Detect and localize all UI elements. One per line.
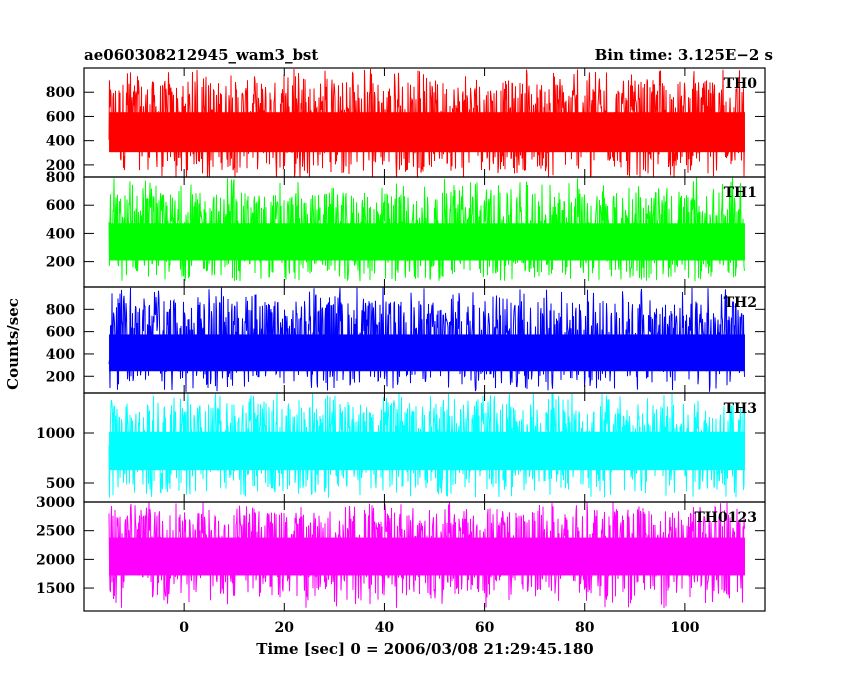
panel-th3: 500 1000 TH3 [36,392,766,503]
x-tick-label: 20 [275,620,295,636]
y-tick-label: 1500 [36,581,75,597]
y-tick-label: 200 [46,158,75,174]
series-core-th0123 [109,537,745,576]
y-tick-label: 600 [46,198,75,214]
x-axis-title: Time [sec] 0 = 2006/03/08 21:29:45.180 [256,640,593,658]
panel-label-th2: TH2 [724,295,757,311]
panel-label-th0123: TH0123 [694,510,757,526]
y-tick-label: 3000 [36,495,75,511]
y-tick-label: 200 [46,369,75,385]
series-core-th0 [109,112,745,153]
bin-time-label: Bin time: 3.125E−2 s [595,46,773,64]
x-tick-label: 40 [375,620,395,636]
y-tick-label: 400 [46,226,75,242]
panel-label-th1: TH1 [724,185,757,201]
y-axis-title: Counts/sec [4,298,22,390]
y-tick-label: 800 [46,302,75,318]
y-tick-label: 800 [46,85,75,101]
series-core-th2 [109,334,745,372]
y-tick-label: 200 [46,255,75,271]
panel-th1: 200 400 600 800 TH1 [46,170,766,288]
panels-group: 200400600800TH0200400600800TH12004006008… [36,67,766,636]
chart-title: ae060308212945_wam3_bst [84,46,318,64]
x-tick-label: 0 [179,620,189,636]
panel-label-th3: TH3 [724,401,757,417]
panel-frame [83,501,766,612]
x-tick-label: 80 [575,620,595,636]
y-tick-label: 800 [46,170,75,186]
series-core-th3 [109,431,745,471]
series-core-th1 [109,223,745,261]
y-tick-label: 500 [46,476,75,492]
x-tick-label: 100 [670,620,699,636]
y-tick-label: 600 [46,325,75,341]
y-tick-label: 2000 [36,552,75,568]
y-tick-label: 2500 [36,524,75,540]
y-tick-label: 1000 [36,426,75,442]
panel-th2: 200 400 600 800 TH2 [46,286,766,394]
y-tick-label: 400 [46,347,75,363]
y-tick-label: 600 [46,109,75,125]
panel-label-th0: TH0 [724,76,758,92]
panel-th0: 200 400 600 800 TH0 [46,67,766,178]
y-tick-label: 400 [46,134,75,150]
panel-th0123: 1500 2000 2500 3000 TH0123 [36,495,766,612]
x-tick-label: 60 [475,620,495,636]
